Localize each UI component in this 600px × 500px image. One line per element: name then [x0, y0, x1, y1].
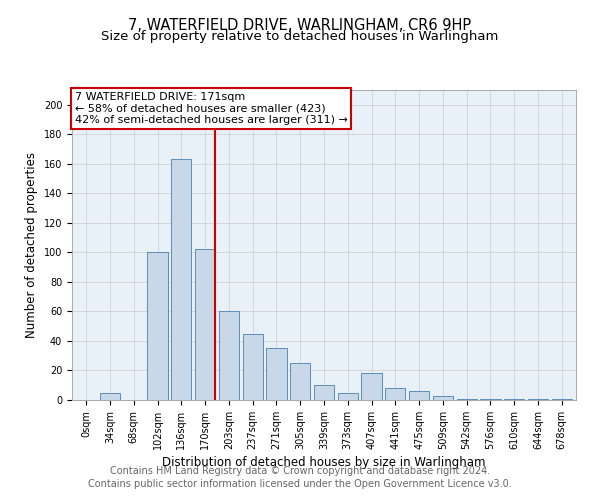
Bar — [290, 363, 310, 400]
Bar — [266, 348, 287, 400]
Bar — [338, 392, 358, 400]
Text: Contains public sector information licensed under the Open Government Licence v3: Contains public sector information licen… — [88, 479, 512, 489]
Bar — [195, 250, 215, 400]
Bar — [314, 385, 334, 400]
Bar — [551, 398, 572, 400]
Text: Size of property relative to detached houses in Warlingham: Size of property relative to detached ho… — [101, 30, 499, 43]
Bar — [385, 388, 406, 400]
Bar — [409, 391, 429, 400]
Text: 7, WATERFIELD DRIVE, WARLINGHAM, CR6 9HP: 7, WATERFIELD DRIVE, WARLINGHAM, CR6 9HP — [128, 18, 472, 32]
Text: Contains HM Land Registry data © Crown copyright and database right 2024.: Contains HM Land Registry data © Crown c… — [110, 466, 490, 476]
Bar — [171, 160, 191, 400]
X-axis label: Distribution of detached houses by size in Warlingham: Distribution of detached houses by size … — [162, 456, 486, 469]
Bar — [148, 252, 167, 400]
Bar — [361, 374, 382, 400]
Bar — [433, 396, 453, 400]
Bar — [100, 392, 120, 400]
Y-axis label: Number of detached properties: Number of detached properties — [25, 152, 38, 338]
Bar — [242, 334, 263, 400]
Bar — [219, 312, 239, 400]
Bar — [504, 398, 524, 400]
Text: 7 WATERFIELD DRIVE: 171sqm
← 58% of detached houses are smaller (423)
42% of sem: 7 WATERFIELD DRIVE: 171sqm ← 58% of deta… — [74, 92, 347, 124]
Bar — [528, 398, 548, 400]
Bar — [481, 398, 500, 400]
Bar — [457, 398, 477, 400]
